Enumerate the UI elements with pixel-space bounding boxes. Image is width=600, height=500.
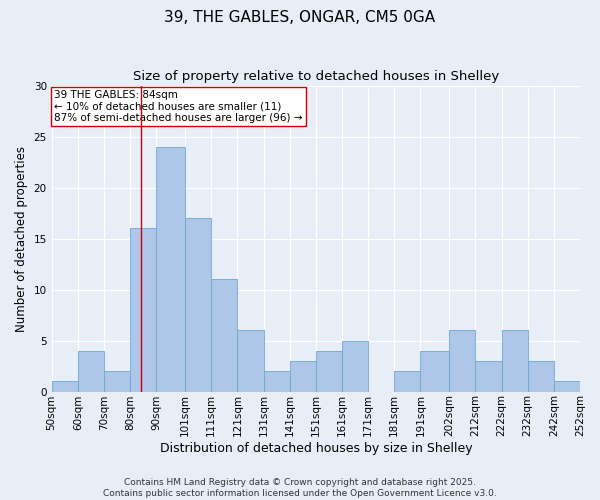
Bar	[238, 330, 263, 392]
Text: 39, THE GABLES, ONGAR, CM5 0GA: 39, THE GABLES, ONGAR, CM5 0GA	[164, 10, 436, 25]
Bar	[554, 382, 580, 392]
Bar	[130, 228, 156, 392]
Bar	[527, 361, 554, 392]
Bar	[185, 218, 211, 392]
Bar	[263, 371, 290, 392]
Bar	[316, 350, 342, 392]
Bar	[475, 361, 502, 392]
X-axis label: Distribution of detached houses by size in Shelley: Distribution of detached houses by size …	[160, 442, 472, 455]
Bar	[342, 340, 368, 392]
Bar	[104, 371, 130, 392]
Bar	[156, 147, 185, 392]
Title: Size of property relative to detached houses in Shelley: Size of property relative to detached ho…	[133, 70, 499, 83]
Bar	[211, 280, 238, 392]
Bar	[78, 350, 104, 392]
Text: 39 THE GABLES: 84sqm
← 10% of detached houses are smaller (11)
87% of semi-detac: 39 THE GABLES: 84sqm ← 10% of detached h…	[55, 90, 303, 124]
Bar	[52, 382, 78, 392]
Bar	[290, 361, 316, 392]
Bar	[449, 330, 475, 392]
Bar	[421, 350, 449, 392]
Bar	[394, 371, 421, 392]
Text: Contains HM Land Registry data © Crown copyright and database right 2025.
Contai: Contains HM Land Registry data © Crown c…	[103, 478, 497, 498]
Y-axis label: Number of detached properties: Number of detached properties	[15, 146, 28, 332]
Bar	[502, 330, 527, 392]
